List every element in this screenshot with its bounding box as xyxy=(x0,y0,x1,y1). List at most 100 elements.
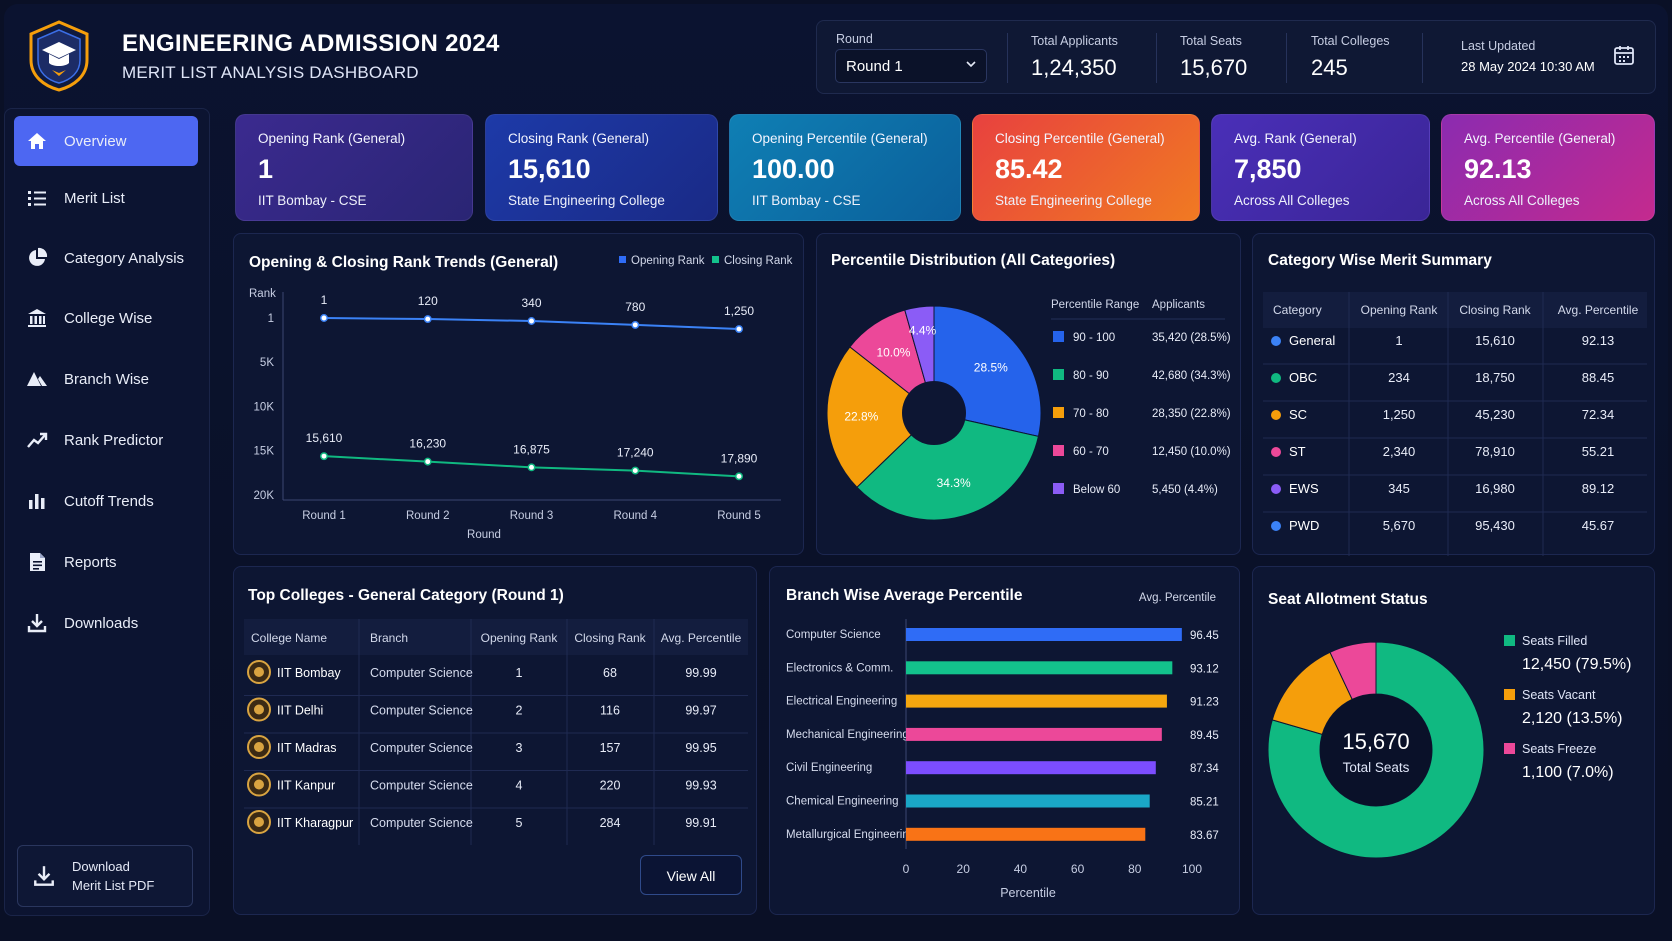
legend-applicants: 12,450 (10.0%) xyxy=(1152,446,1231,458)
kpi-label: Closing Percentile (General) xyxy=(995,131,1165,146)
kpi-value: 100.00 xyxy=(752,154,835,184)
table-cell-avg: 55.21 xyxy=(1582,444,1615,459)
table-cell-college[interactable]: IIT Madras xyxy=(277,741,337,755)
round-dropdown-value: Round 1 xyxy=(846,58,903,75)
table-cell-closing: 45,230 xyxy=(1475,407,1515,422)
bar xyxy=(906,761,1156,775)
summary-bar: Round Round 1 Total Applicants 1,24,350 … xyxy=(816,20,1656,94)
x-tick-label: 0 xyxy=(903,862,910,876)
data-point xyxy=(631,466,640,475)
panel-title: Percentile Distribution (All Categories) xyxy=(831,252,1116,269)
y-tick-label: 5K xyxy=(260,357,274,369)
bar-category-label: Electrical Engineering xyxy=(786,696,897,708)
sidebar-item-downloads[interactable]: Downloads xyxy=(14,598,198,648)
legend-applicants: 28,350 (22.8%) xyxy=(1152,408,1231,420)
sidebar-item-overview[interactable]: Overview xyxy=(14,116,198,166)
x-tick-label: 20 xyxy=(957,862,971,876)
legend-swatch xyxy=(1504,743,1515,754)
donut-center-label: Total Seats xyxy=(1343,760,1410,775)
data-label: 780 xyxy=(625,300,645,314)
table-cell-avg: 72.34 xyxy=(1582,407,1615,422)
sidebar-item-rank-predictor[interactable]: Rank Predictor xyxy=(14,415,198,465)
table-header-bg xyxy=(1263,292,1647,328)
kpi-value: 92.13 xyxy=(1464,154,1532,184)
bar-value-label: 96.45 xyxy=(1190,630,1219,642)
calendar-icon[interactable] xyxy=(1613,44,1635,66)
table-cell-college[interactable]: IIT Kanpur xyxy=(277,779,335,793)
col-header: Avg. Percentile xyxy=(1558,303,1639,317)
sidebar-item-college-wise[interactable]: College Wise xyxy=(14,293,198,343)
seat-donut-chart: 15,670 Total Seats Seats Filled 12,450 (7… xyxy=(1267,634,1631,859)
table-cell-category: PWD xyxy=(1289,518,1319,533)
bar-value-label: 87.34 xyxy=(1190,763,1219,775)
top-colleges-table: College Name Branch Opening Rank Closing… xyxy=(244,619,748,845)
table-cell-closing: 15,610 xyxy=(1475,333,1515,348)
category-summary-table: Category Opening Rank Closing Rank Avg. … xyxy=(1263,292,1647,556)
bar-value-label: 91.23 xyxy=(1190,697,1219,709)
bar-category-label: Civil Engineering xyxy=(786,762,872,774)
legend-applicants: 5,450 (4.4%) xyxy=(1152,484,1218,496)
x-axis-title: Round xyxy=(467,529,501,541)
table-cell-college[interactable]: IIT Kharagpur xyxy=(277,816,353,830)
data-label: 16,875 xyxy=(513,442,550,456)
sidebar-item-branch-wise[interactable]: Branch Wise xyxy=(14,354,198,404)
home-icon xyxy=(28,133,46,149)
kpi-card-opening-rank: Opening Rank (General) 1 IIT Bombay - CS… xyxy=(235,114,473,221)
table-cell-avg: 99.97 xyxy=(685,704,716,718)
table-cell-opening: 1 xyxy=(516,666,523,680)
table-cell-opening: 4 xyxy=(516,779,523,793)
table-cell-closing: 68 xyxy=(603,666,617,680)
kpi-label: Opening Percentile (General) xyxy=(752,131,928,146)
col-header: Category xyxy=(1273,303,1322,317)
category-dot xyxy=(1271,484,1281,494)
kpi-label: Closing Rank (General) xyxy=(508,131,650,146)
last-updated-value: 28 May 2024 10:30 AM xyxy=(1461,59,1595,74)
slice-label: 4.4% xyxy=(909,323,937,337)
sidebar-item-category-analysis[interactable]: Category Analysis xyxy=(14,233,198,283)
table-cell-opening: 2,340 xyxy=(1383,444,1416,459)
pie-hole xyxy=(902,381,966,445)
legend-applicants: 35,420 (28.5%) xyxy=(1152,332,1231,344)
kpi-subtext: Across All Colleges xyxy=(1234,193,1350,208)
sidebar-item-merit-list[interactable]: Merit List xyxy=(14,173,198,223)
round-dropdown[interactable]: Round 1 xyxy=(835,49,987,83)
table-cell-closing: 284 xyxy=(600,816,621,830)
category-dot xyxy=(1271,447,1281,457)
bar-category-label: Chemical Engineering xyxy=(786,796,899,808)
app-logo xyxy=(29,20,89,92)
sidebar-item-reports[interactable]: Reports xyxy=(14,537,198,587)
legend-swatch xyxy=(1504,689,1515,700)
table-cell-closing: 220 xyxy=(600,779,621,793)
col-header: Opening Rank xyxy=(1361,303,1439,317)
sidebar-item-cutoff-trends[interactable]: Cutoff Trends xyxy=(14,476,198,526)
col-header: Avg. Percentile xyxy=(661,631,742,645)
divider xyxy=(1156,33,1157,83)
panel-title: Top Colleges - General Category (Round 1… xyxy=(248,587,564,604)
sidebar-item-label: Rank Predictor xyxy=(64,431,164,449)
stat-label-seats: Total Seats xyxy=(1180,34,1242,48)
rank-trend-panel: Opening & Closing Rank Trends (General) … xyxy=(233,233,804,555)
table-cell-college[interactable]: IIT Bombay xyxy=(277,666,341,680)
kpi-label: Avg. Percentile (General) xyxy=(1464,131,1616,146)
college-emblem-core xyxy=(254,779,264,790)
sidebar-item-label: Branch Wise xyxy=(64,370,150,388)
table-cell-avg: 88.45 xyxy=(1582,370,1615,385)
legend-swatch xyxy=(1053,407,1064,418)
table-cell-category: OBC xyxy=(1289,370,1317,385)
college-emblem-core xyxy=(254,817,264,827)
kpi-subtext: State Engineering College xyxy=(995,193,1152,208)
college-emblem-core xyxy=(254,704,264,715)
view-all-button[interactable]: View All xyxy=(640,855,742,895)
table-cell-branch: Computer Science xyxy=(370,666,473,680)
download-merit-pdf-button[interactable]: Download Merit List PDF xyxy=(17,845,193,907)
table-cell-avg: 99.95 xyxy=(685,741,716,755)
x-tick-label: 80 xyxy=(1128,862,1142,876)
table-cell-college[interactable]: IIT Delhi xyxy=(277,704,323,718)
col-header: College Name xyxy=(251,631,327,645)
kpi-card-closing-percentile: Closing Percentile (General) 85.42 State… xyxy=(972,114,1200,221)
table-cell-closing: 157 xyxy=(600,741,621,755)
table-cell-branch: Computer Science xyxy=(370,741,473,755)
x-tick-label: 100 xyxy=(1182,862,1202,876)
kpi-subtext: IIT Bombay - CSE xyxy=(752,193,861,208)
x-tick-label: 40 xyxy=(1014,862,1028,876)
